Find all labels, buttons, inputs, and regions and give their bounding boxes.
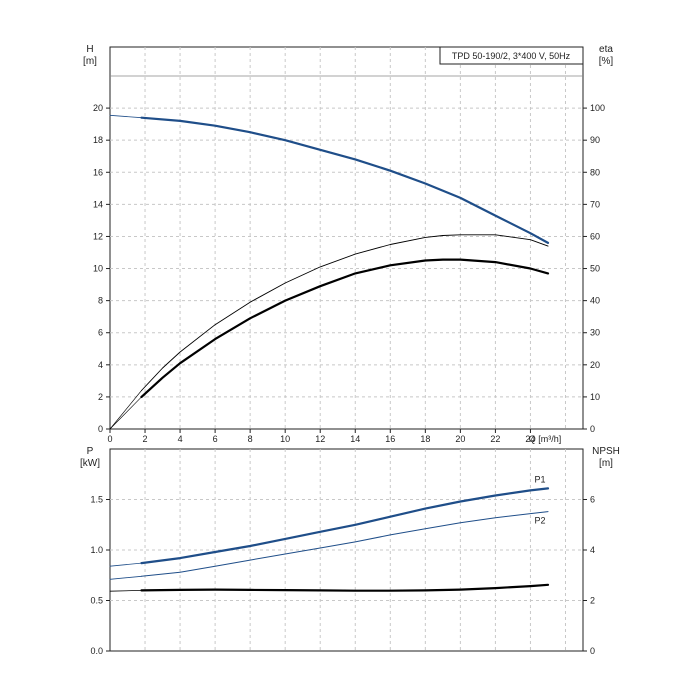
series-group: P1 P2 xyxy=(109,474,550,592)
x-gridlines xyxy=(144,449,566,651)
x-tick-label: 0 xyxy=(107,434,112,444)
left-tick-label: 0 xyxy=(98,424,103,434)
right-tick-label: 20 xyxy=(590,360,600,370)
right-tick-label: 0 xyxy=(590,646,595,656)
x-axis-label: Q [m³/h] xyxy=(529,434,562,444)
series-group xyxy=(109,114,550,430)
series-line-3 xyxy=(109,575,142,580)
title-box: TPD 50-190/2, 3*400 V, 50Hz xyxy=(439,46,584,65)
x-tick-label: 8 xyxy=(248,434,253,444)
chart-title: TPD 50-190/2, 3*400 V, 50Hz xyxy=(452,51,571,61)
x-tick-label: 14 xyxy=(350,434,360,444)
plot-frame xyxy=(109,46,584,430)
y-gridlines xyxy=(110,499,583,601)
y-gridlines xyxy=(110,75,583,398)
left-axis: 0.0 0.5 1.0 1.5 xyxy=(90,495,110,656)
left-tick-label: 20 xyxy=(93,103,103,113)
series-line-0 xyxy=(140,487,550,565)
series-line-2 xyxy=(141,511,549,577)
power-npsh-plot: 0.0 0.5 1.0 1.5 0 2 4 6 P[kW] NPSH[m] P1 P2 xyxy=(80,446,620,656)
x-tick-label: 12 xyxy=(315,434,325,444)
series-line-2 xyxy=(141,234,549,391)
left-tick-label: 1.0 xyxy=(90,545,103,555)
right-tick-label: 70 xyxy=(590,199,600,209)
x-tick-label: 18 xyxy=(420,434,430,444)
x-tick-label: 16 xyxy=(385,434,395,444)
x-tick-label: 22 xyxy=(490,434,500,444)
left-axis-unit: [m] xyxy=(83,56,97,67)
left-axis-unit: [kW] xyxy=(80,458,100,469)
left-tick-label: 1.5 xyxy=(90,495,103,505)
series-line-5 xyxy=(109,396,142,430)
left-tick-label: 6 xyxy=(98,328,103,338)
right-axis: 0 2 4 6 xyxy=(583,495,595,656)
left-tick-label: 2 xyxy=(98,392,103,402)
right-tick-label: 30 xyxy=(590,328,600,338)
right-tick-label: 40 xyxy=(590,296,600,306)
left-tick-label: 16 xyxy=(93,167,103,177)
left-tick-label: 10 xyxy=(93,264,103,274)
x-tick-label: 4 xyxy=(178,434,183,444)
x-gridlines xyxy=(144,47,566,429)
right-axis-unit: [m] xyxy=(599,458,613,469)
right-tick-label: 80 xyxy=(590,167,600,177)
series-line-4 xyxy=(140,583,550,592)
x-tick-label: 24 xyxy=(525,434,535,444)
left-axis: 0 2 4 6 8 10 12 14 16 18 20 xyxy=(93,103,110,434)
right-axis-name: eta xyxy=(599,44,613,55)
series-line-0 xyxy=(140,116,550,244)
right-axis-unit: [%] xyxy=(599,56,614,67)
series-label: P1 xyxy=(534,474,545,484)
series-line-4 xyxy=(109,390,142,430)
right-tick-label: 60 xyxy=(590,231,600,241)
head-efficiency-plot: 024681012141618200102030405060708090100H… xyxy=(83,44,613,444)
right-tick-label: 0 xyxy=(590,424,595,434)
series-line-5 xyxy=(109,590,142,592)
left-tick-label: 14 xyxy=(93,199,103,209)
left-tick-label: 8 xyxy=(98,296,103,306)
right-tick-label: 6 xyxy=(590,495,595,505)
series-line-1 xyxy=(109,562,142,567)
x-tick-label: 10 xyxy=(280,434,290,444)
left-axis-name: P xyxy=(87,446,94,457)
left-axis-name: H xyxy=(86,44,93,55)
right-tick-label: 50 xyxy=(590,264,600,274)
x-tick-label: 2 xyxy=(143,434,148,444)
right-tick-label: 100 xyxy=(590,103,605,113)
right-tick-label: 10 xyxy=(590,392,600,402)
right-tick-label: 90 xyxy=(590,135,600,145)
right-axis-name: NPSH xyxy=(592,446,620,457)
right-axis: 0 10 20 30 40 50 60 70 80 90 100 xyxy=(583,103,605,434)
left-tick-label: 12 xyxy=(93,231,103,241)
title-box-frame xyxy=(439,46,584,65)
left-tick-label: 0.5 xyxy=(90,596,103,606)
left-tick-label: 0.0 xyxy=(90,646,103,656)
left-tick-label: 4 xyxy=(98,360,103,370)
x-tick-label: 20 xyxy=(455,434,465,444)
left-tick-label: 18 xyxy=(93,135,103,145)
series-line-3 xyxy=(140,258,550,398)
right-tick-label: 2 xyxy=(590,596,595,606)
x-axis: 0 2 4 6 8 10 12 14 16 18 20 22 24Q [m³/h] xyxy=(107,429,561,444)
right-tick-label: 4 xyxy=(590,545,595,555)
series-label: P2 xyxy=(534,516,545,526)
series-line-1 xyxy=(109,114,142,119)
x-tick-label: 6 xyxy=(213,434,218,444)
